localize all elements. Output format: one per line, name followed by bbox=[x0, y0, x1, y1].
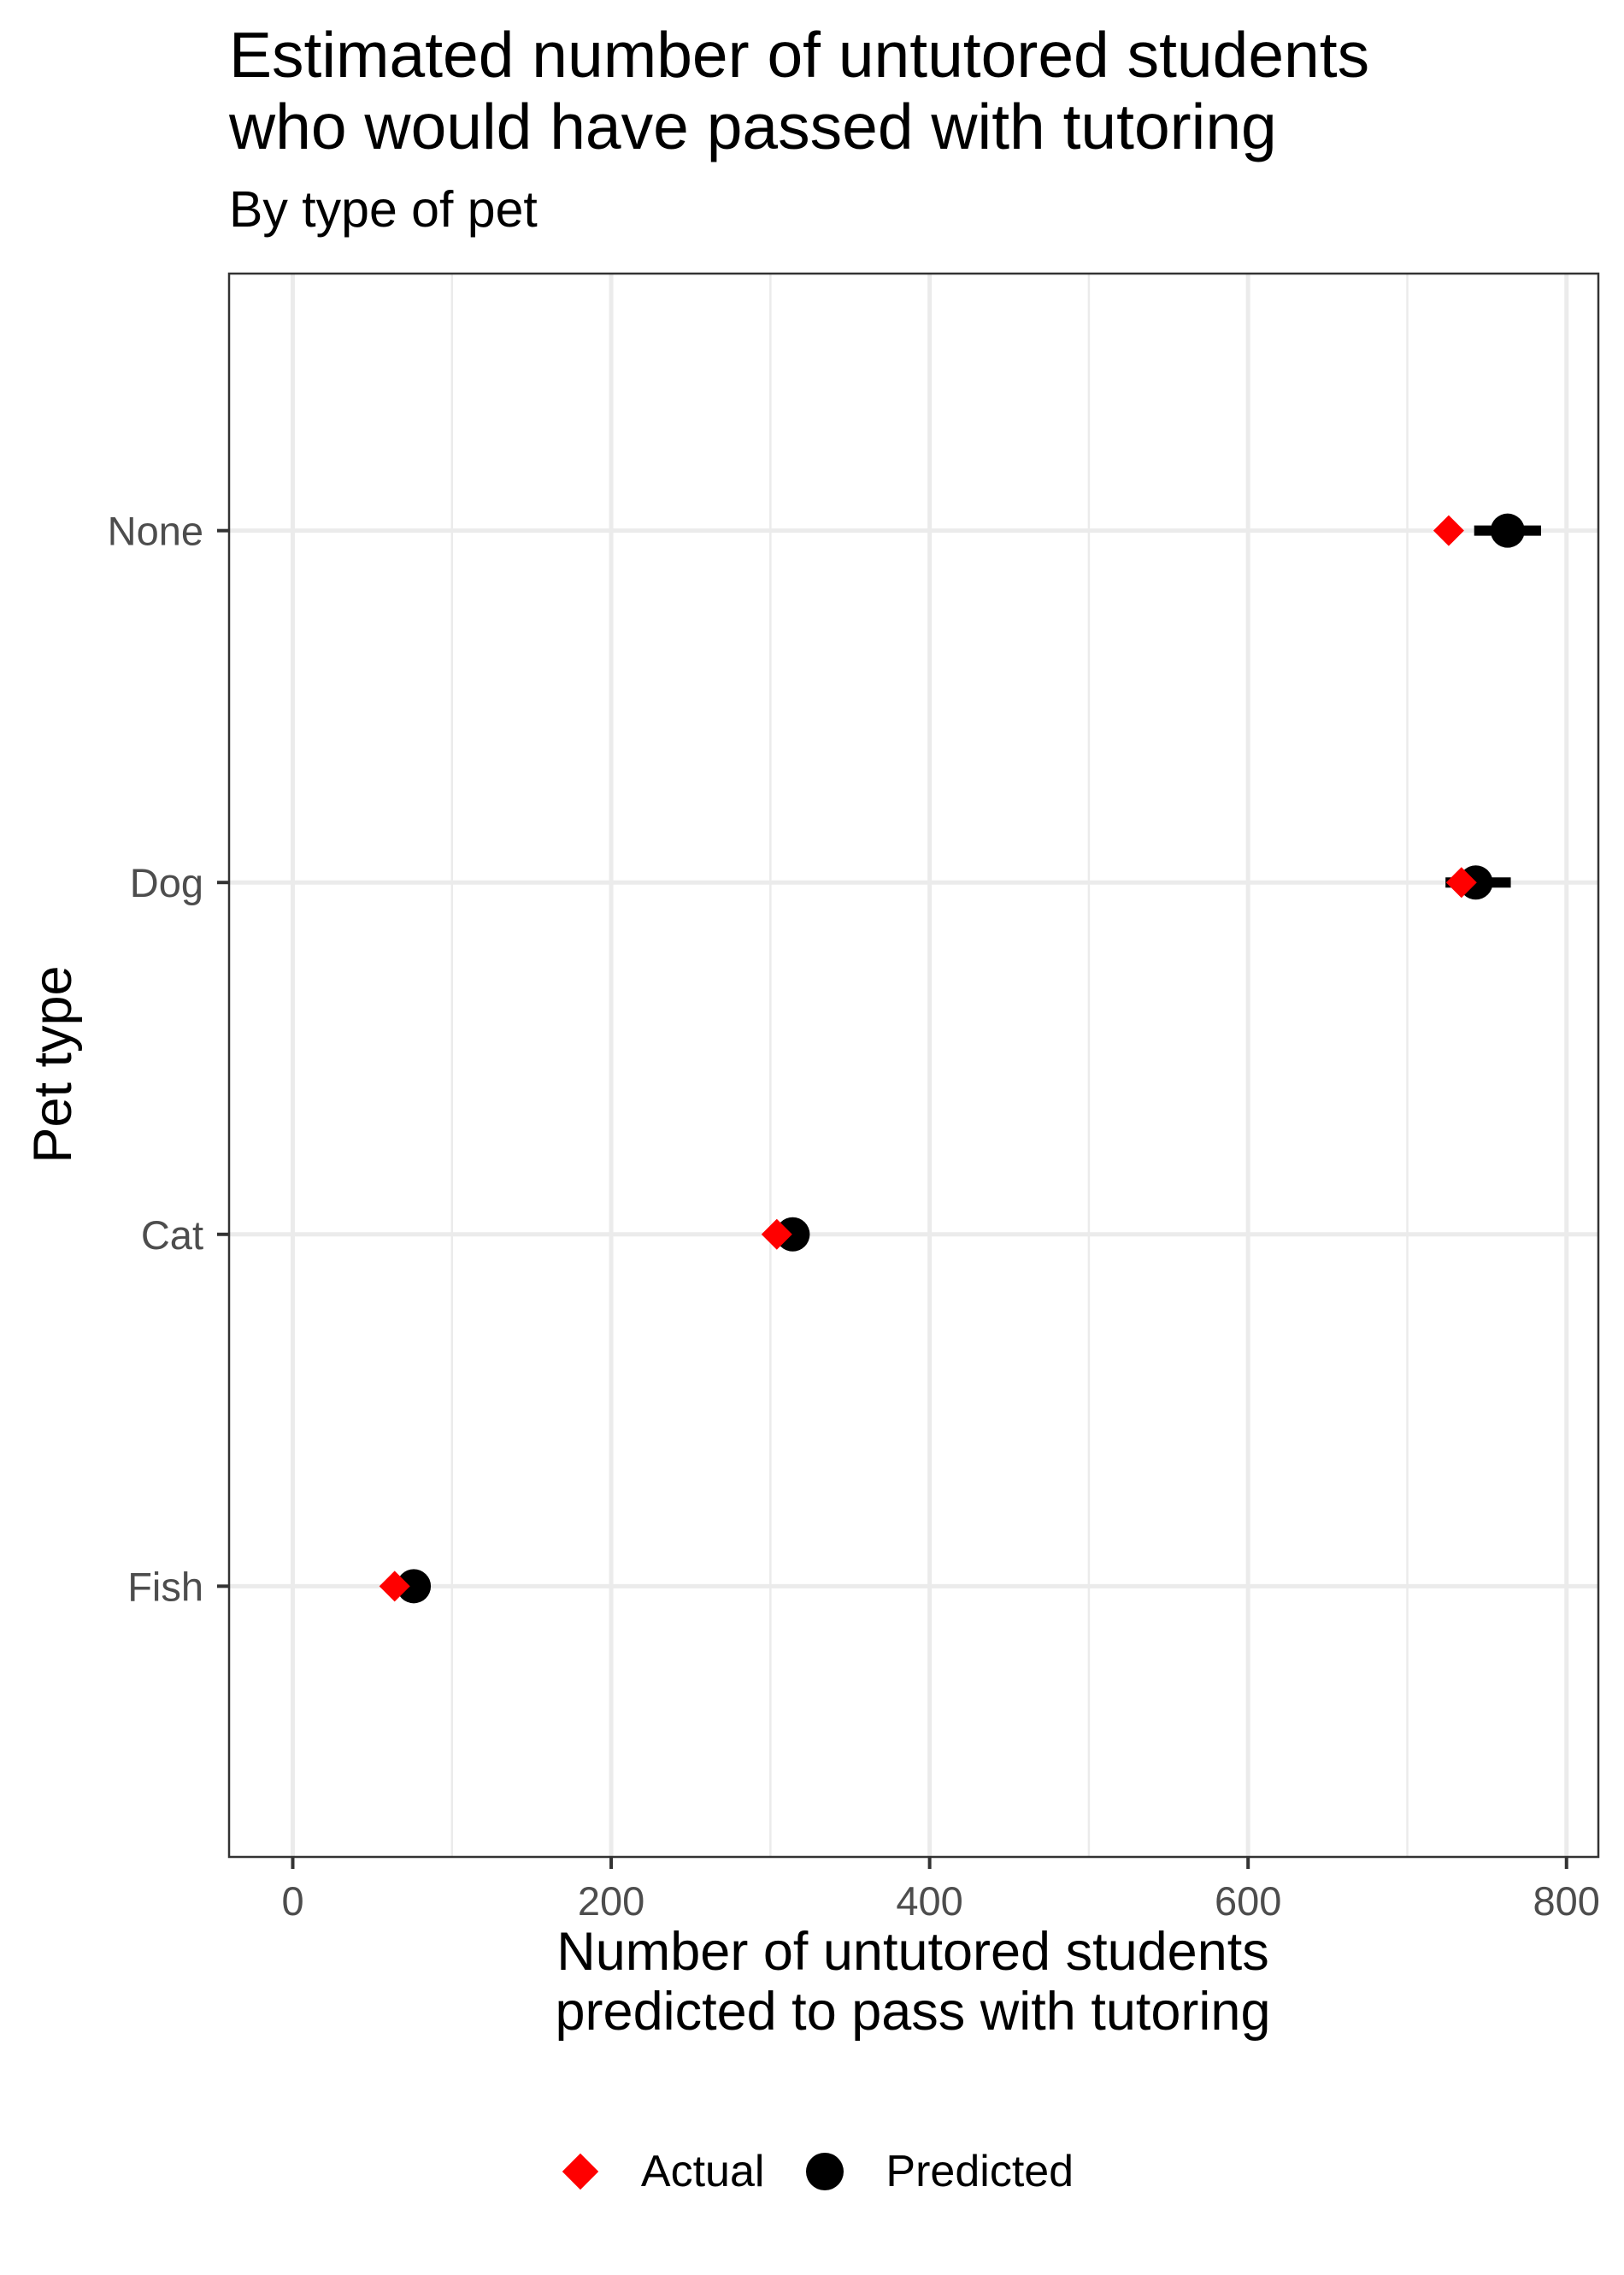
actual-point-cat bbox=[761, 1218, 792, 1250]
y-tick-label: None bbox=[108, 509, 203, 554]
x-tick-label: 400 bbox=[896, 1878, 962, 1924]
legend-item-actual: Actual bbox=[550, 2142, 765, 2201]
plot-svg: 0 200 400 600 800 None Dog Cat Fish bbox=[108, 272, 1600, 1924]
plot-border bbox=[227, 272, 1600, 1859]
actual-point-none bbox=[1433, 515, 1464, 546]
actual-point-dog bbox=[1445, 867, 1477, 899]
predicted-point-none bbox=[1490, 513, 1525, 548]
chart-title-line-2: who would have passed with tutoring bbox=[229, 91, 1277, 162]
diamond-icon bbox=[562, 2153, 599, 2190]
legend-key-circle bbox=[795, 2142, 855, 2201]
y-tick-label: Dog bbox=[130, 860, 203, 905]
y-tick-label: Cat bbox=[141, 1212, 203, 1258]
legend-label-actual: Actual bbox=[640, 2147, 765, 2196]
x-axis-label: Number of untutored students predicted t… bbox=[229, 1922, 1597, 2042]
plot-panel bbox=[229, 274, 1598, 1857]
y-axis-label: Pet type bbox=[23, 965, 83, 1164]
circle-icon bbox=[806, 2153, 844, 2190]
x-tick-label: 0 bbox=[281, 1878, 303, 1924]
x-axis-label-line-2: predicted to pass with tutoring bbox=[555, 1982, 1271, 2042]
chart-subtitle: By type of pet bbox=[229, 181, 538, 238]
x-tick-label: 800 bbox=[1533, 1878, 1600, 1924]
chart-title: Estimated number of untutored students w… bbox=[229, 19, 1369, 162]
predicted-point-cat bbox=[775, 1217, 810, 1252]
y-tick-label: Fish bbox=[127, 1564, 203, 1609]
predicted-point-fish bbox=[397, 1569, 432, 1604]
x-axis-label-line-1: Number of untutored students bbox=[556, 1922, 1269, 1982]
legend-item-predicted: Predicted bbox=[795, 2142, 1074, 2201]
legend-key-diamond bbox=[550, 2142, 610, 2201]
legend: Actual Predicted bbox=[0, 2142, 1624, 2201]
legend-label-predicted: Predicted bbox=[886, 2147, 1074, 2196]
chart-title-line-1: Estimated number of untutored students bbox=[229, 19, 1370, 91]
x-tick-label: 600 bbox=[1215, 1878, 1281, 1924]
actual-point-fish bbox=[379, 1571, 410, 1602]
x-tick-label: 200 bbox=[578, 1878, 644, 1924]
